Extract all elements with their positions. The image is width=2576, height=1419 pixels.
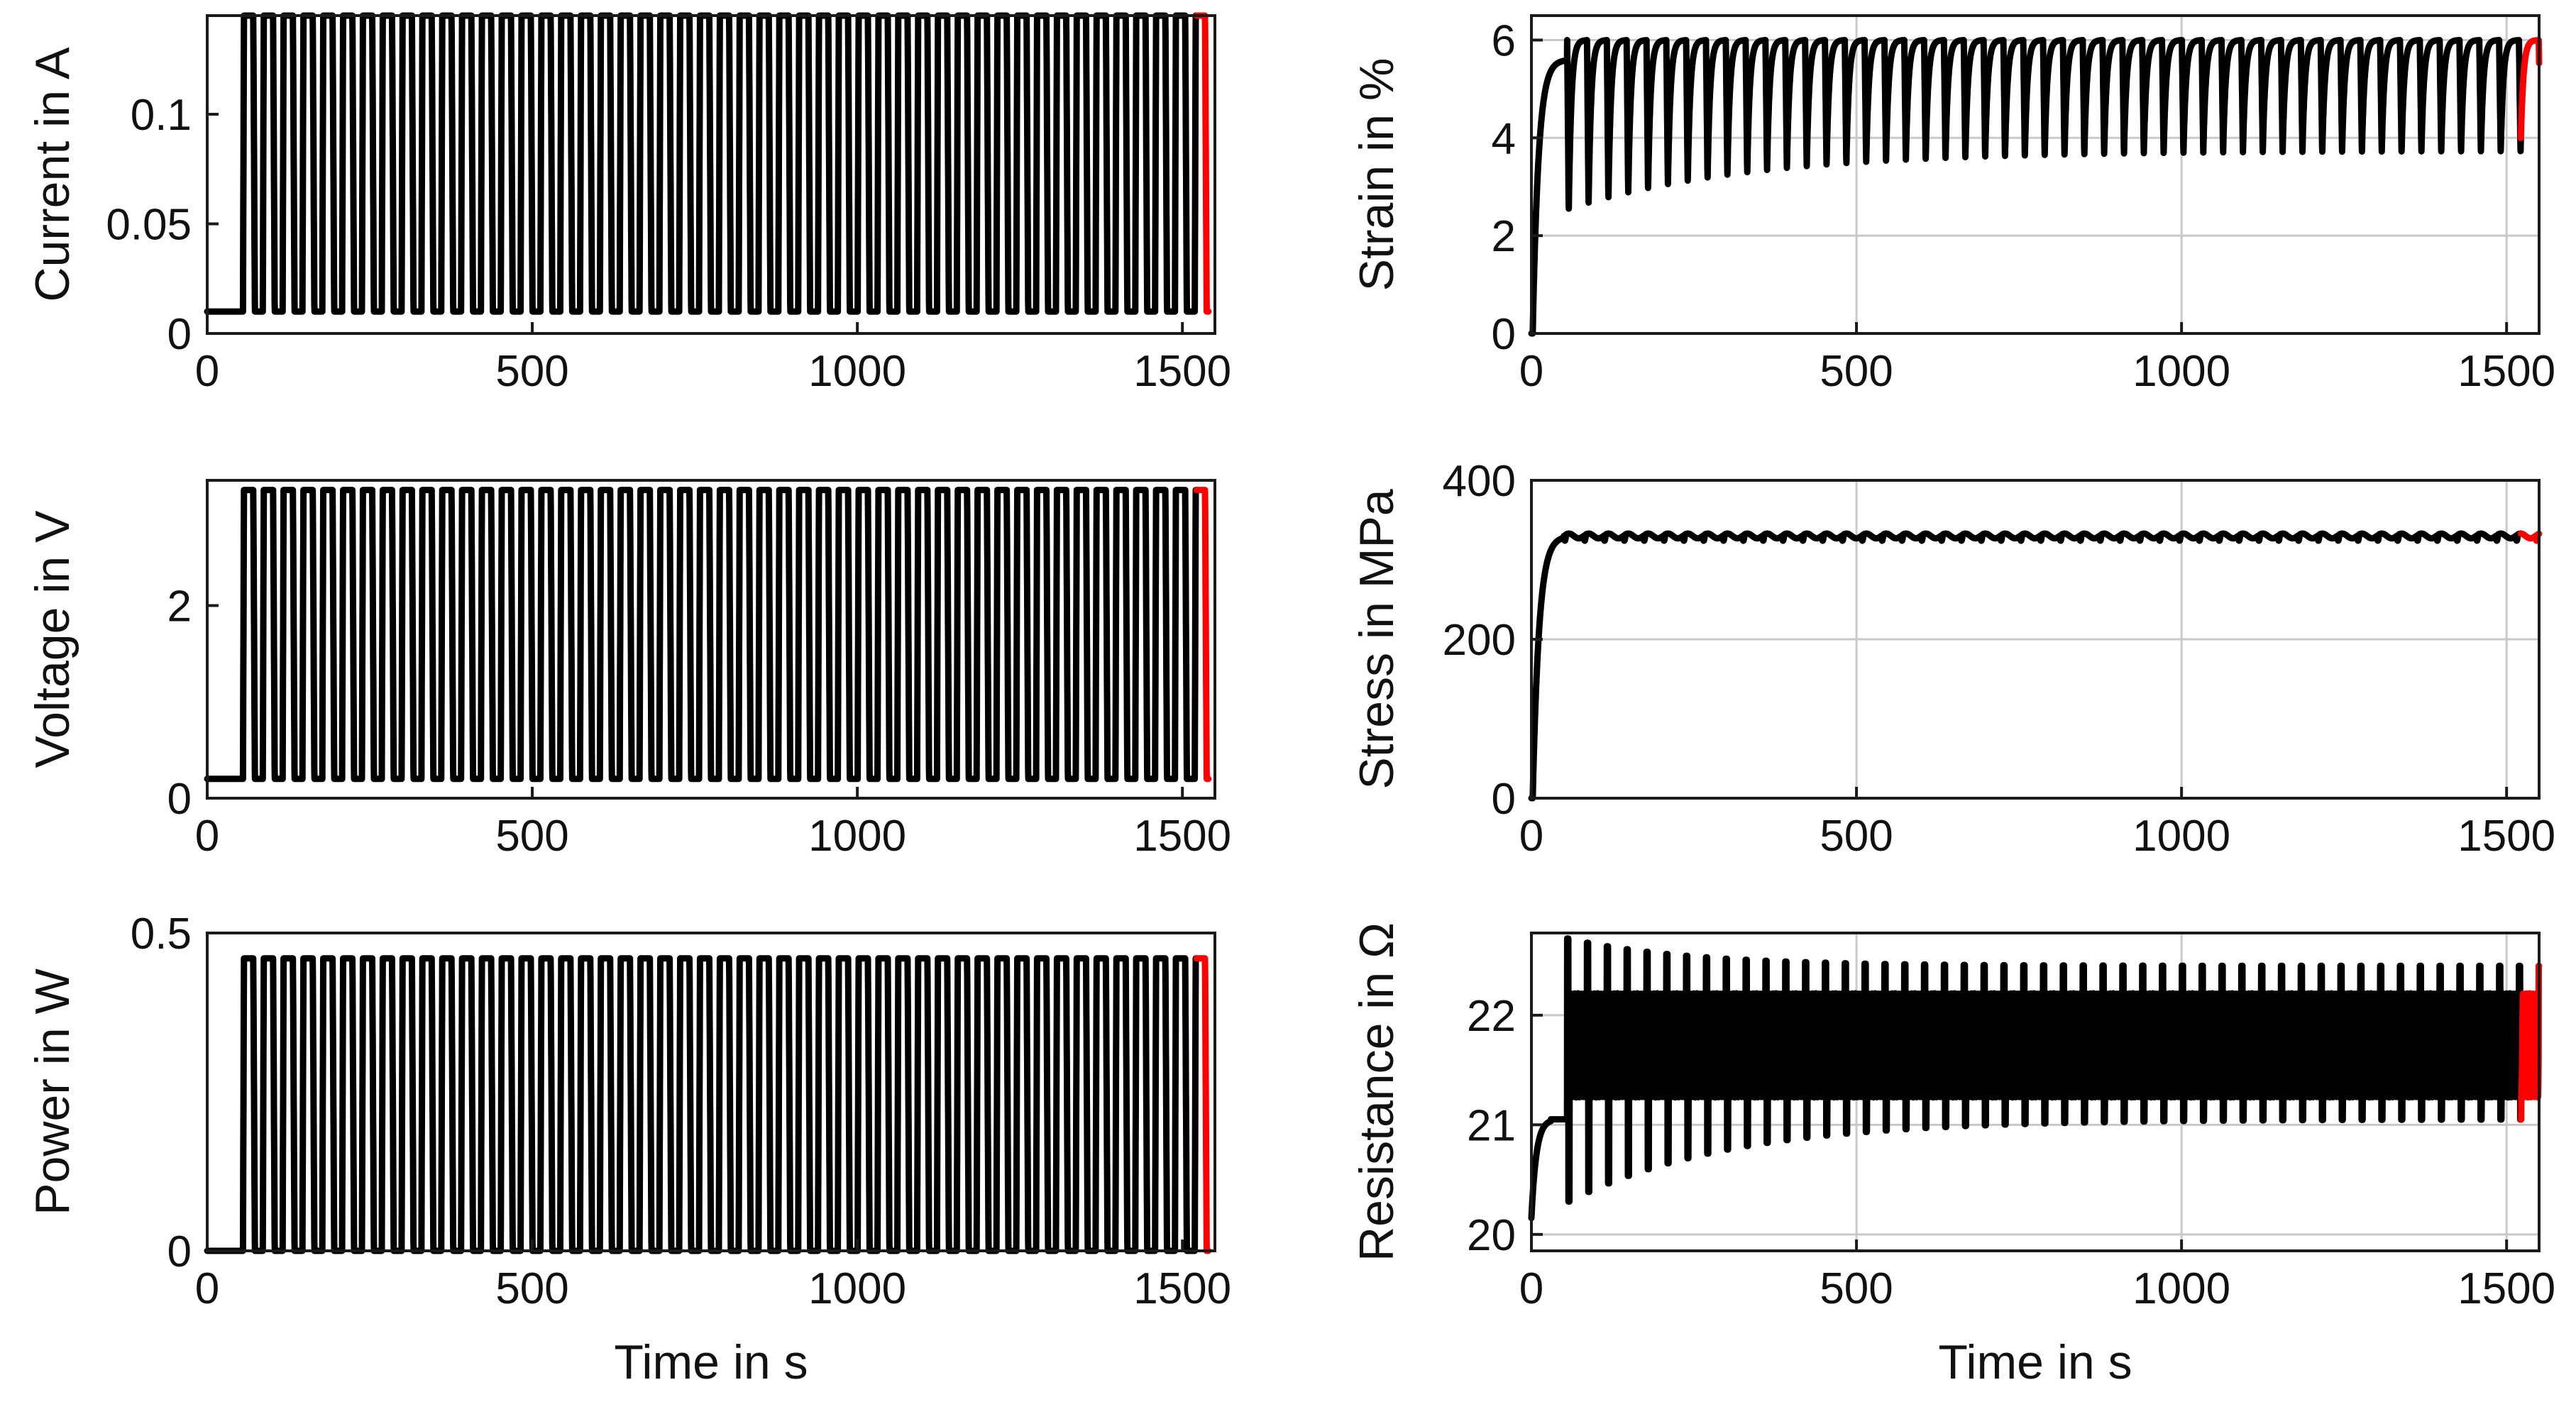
strain-series-1 — [2517, 37, 2543, 142]
resistance-series-1 — [2517, 962, 2543, 1123]
stress-x-tick-label-3: 1500 — [2457, 812, 2555, 861]
power-series-1 — [1193, 955, 1212, 1254]
resistance-axes-frame — [1530, 932, 2541, 1252]
stress-y-tick-label-2: 400 — [1443, 457, 1516, 506]
power-x-tick-label-2: 1000 — [808, 1264, 906, 1313]
resistance-x-tick-label-0: 0 — [1519, 1264, 1543, 1313]
resistance-x-axis-title: Time in s — [1938, 1335, 2132, 1389]
resistance-y-tick-label-2: 22 — [1467, 992, 1516, 1041]
stress-x-tick-label-2: 1000 — [2132, 812, 2230, 861]
current-x-tick-label-2: 1000 — [808, 347, 906, 396]
strain-y-tick-label-1: 2 — [1492, 212, 1516, 261]
strain-x-tick-label-1: 500 — [1820, 347, 1893, 396]
power-axes-frame — [206, 932, 1216, 1252]
voltage-x-tick-label-2: 1000 — [808, 812, 906, 861]
current-x-tick-label-0: 0 — [195, 347, 219, 396]
panel-strain: 0 500 1000 1500 0 2 4 6 Strain in % — [1350, 14, 2555, 396]
voltage-x-tick-label-1: 500 — [495, 812, 568, 861]
resistance-y-tick-label-0: 20 — [1467, 1211, 1516, 1260]
panel-power: 0 500 1000 1500 0 0.5 Power in W Time in s — [26, 910, 1231, 1389]
panel-resistance: 0 500 1000 1500 20 21 22 Resistance in Ω Time in… — [1350, 922, 2555, 1389]
panel-voltage: 0 500 1000 1500 0 2 Voltage in V — [26, 479, 1231, 861]
power-x-tick-label-1: 500 — [495, 1264, 568, 1313]
strain-axes-frame — [1530, 14, 2541, 335]
current-y-tick-label-2: 0.1 — [131, 91, 192, 140]
voltage-x-tick-label-3: 1500 — [1133, 812, 1231, 861]
current-y-axis-title: Current in A — [26, 47, 79, 302]
strain-y-tick-label-2: 4 — [1492, 114, 1516, 163]
current-axes-frame — [206, 14, 1216, 335]
resistance-series-0 — [1528, 935, 2524, 1222]
stress-y-axis-title: Stress in MPa — [1350, 489, 1404, 789]
current-x-tick-label-3: 1500 — [1133, 347, 1231, 396]
stress-x-tick-label-0: 0 — [1519, 812, 1543, 861]
stress-x-tick-label-1: 500 — [1820, 812, 1893, 861]
strain-y-tick-label-3: 6 — [1492, 16, 1516, 65]
voltage-y-tick-label-0: 0 — [167, 775, 192, 824]
current-y-tick-label-1: 0.05 — [106, 201, 192, 250]
voltage-series-0 — [204, 487, 1200, 783]
voltage-series-1 — [1193, 487, 1212, 783]
power-x-axis-title: Time in s — [614, 1335, 808, 1389]
resistance-y-tick-label-1: 21 — [1467, 1101, 1516, 1150]
strain-y-axis-title: Strain in % — [1350, 58, 1404, 292]
power-y-tick-label-1: 0.5 — [131, 910, 192, 959]
voltage-y-axis-title: Voltage in V — [26, 510, 79, 768]
power-x-tick-label-0: 0 — [195, 1264, 219, 1313]
stress-y-tick-label-1: 200 — [1443, 616, 1516, 665]
voltage-axes-frame — [206, 479, 1216, 800]
current-x-tick-label-1: 500 — [495, 347, 568, 396]
resistance-x-tick-label-3: 1500 — [2457, 1264, 2555, 1313]
panel-stress: 0 500 1000 1500 0 200 400 Stress in MPa — [1350, 457, 2555, 861]
stress-y-tick-label-0: 0 — [1492, 775, 1516, 824]
strain-series-0 — [1528, 37, 2524, 337]
current-y-tick-label-0: 0 — [167, 310, 192, 359]
strain-y-tick-label-0: 0 — [1492, 310, 1516, 359]
stress-series-0 — [1528, 530, 2524, 802]
current-series-0 — [204, 12, 1200, 315]
power-y-axis-title: Power in W — [26, 968, 79, 1215]
voltage-x-tick-label-0: 0 — [195, 812, 219, 861]
resistance-y-axis-title: Resistance in Ω — [1350, 922, 1404, 1261]
strain-x-tick-label-2: 1000 — [2132, 347, 2230, 396]
strain-x-tick-label-0: 0 — [1519, 347, 1543, 396]
voltage-y-tick-label-1: 2 — [167, 582, 192, 631]
resistance-x-tick-label-2: 1000 — [2132, 1264, 2230, 1313]
panel-current: 0 500 1000 1500 0 0.05 0.1 Current in A — [26, 12, 1231, 396]
stress-series-1 — [2517, 530, 2543, 544]
strain-x-tick-label-3: 1500 — [2457, 347, 2555, 396]
resistance-x-tick-label-1: 500 — [1820, 1264, 1893, 1313]
power-series-0 — [204, 955, 1200, 1254]
power-x-tick-label-3: 1500 — [1133, 1264, 1231, 1313]
power-y-tick-label-0: 0 — [167, 1227, 192, 1276]
